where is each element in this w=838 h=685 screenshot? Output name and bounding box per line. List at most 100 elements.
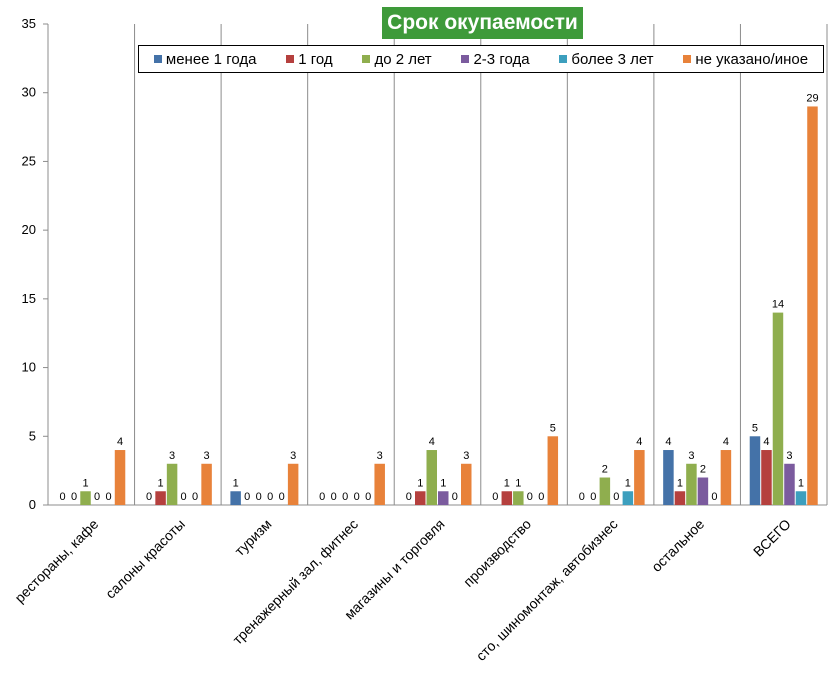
bar bbox=[80, 491, 91, 505]
data-label: 1 bbox=[504, 477, 510, 489]
data-label: 0 bbox=[181, 491, 187, 503]
y-tick-label: 0 bbox=[29, 497, 36, 512]
data-label: 1 bbox=[417, 477, 423, 489]
data-label: 3 bbox=[290, 450, 296, 462]
data-label: 0 bbox=[365, 491, 371, 503]
legend-item: 1 год bbox=[286, 50, 333, 68]
y-tick-label: 10 bbox=[22, 360, 36, 375]
data-label: 3 bbox=[377, 450, 383, 462]
bar bbox=[761, 450, 772, 505]
data-label: 0 bbox=[59, 491, 65, 503]
bar bbox=[287, 463, 299, 505]
y-tick-labels: 0 5 10 15 20 25 30 35 bbox=[22, 16, 36, 512]
bar bbox=[784, 463, 795, 505]
y-tick-label: 5 bbox=[29, 428, 36, 443]
data-label: 3 bbox=[786, 450, 792, 462]
bars bbox=[80, 106, 818, 505]
data-label: 2 bbox=[700, 464, 706, 476]
y-tick-label: 30 bbox=[22, 85, 36, 100]
data-label: 0 bbox=[244, 491, 250, 503]
data-label: 4 bbox=[763, 436, 769, 448]
category-label: производство bbox=[460, 516, 534, 590]
bar bbox=[374, 463, 385, 505]
bar bbox=[426, 450, 437, 505]
bar bbox=[686, 463, 697, 505]
data-label: 0 bbox=[94, 491, 100, 503]
data-label: 0 bbox=[146, 491, 152, 503]
data-label: 2 bbox=[602, 464, 608, 476]
data-label: 0 bbox=[406, 491, 412, 503]
bar bbox=[155, 491, 166, 505]
y-tick-label: 25 bbox=[22, 153, 36, 168]
bar bbox=[663, 450, 674, 505]
category-label: ВСЕГО bbox=[750, 516, 794, 560]
category-label: сто, шиномонтаж, автобизнес bbox=[473, 516, 621, 664]
legend-label: до 2 лет bbox=[374, 50, 432, 68]
data-label: 0 bbox=[331, 491, 337, 503]
legend: менее 1 года 1 год до 2 лет 2-3 года более 3… bbox=[138, 45, 824, 73]
legend-label: 1 год bbox=[298, 50, 333, 68]
data-label: 1 bbox=[233, 477, 239, 489]
data-label: 0 bbox=[452, 491, 458, 503]
bar bbox=[807, 106, 818, 505]
legend-item: более 3 лет bbox=[559, 50, 654, 68]
data-label: 1 bbox=[625, 477, 631, 489]
category-label: остальное bbox=[648, 516, 707, 575]
data-label: 0 bbox=[590, 491, 596, 503]
bar bbox=[438, 491, 449, 505]
category-label: рестораны, кафе bbox=[11, 516, 101, 606]
category-label: салоны красоты bbox=[102, 516, 188, 602]
legend-item: менее 1 года bbox=[153, 50, 257, 68]
bar bbox=[634, 450, 645, 505]
bar bbox=[547, 436, 559, 505]
legend-swatch bbox=[461, 55, 470, 63]
data-label: 4 bbox=[723, 436, 729, 448]
data-label: 3 bbox=[204, 450, 210, 462]
data-label: 0 bbox=[492, 491, 498, 503]
bar bbox=[599, 477, 611, 505]
bar bbox=[114, 450, 126, 505]
data-label: 14 bbox=[772, 299, 784, 311]
y-tick-label: 15 bbox=[22, 291, 36, 306]
bar bbox=[697, 477, 709, 505]
legend-swatch bbox=[362, 55, 371, 63]
data-label: 0 bbox=[319, 491, 325, 503]
legend-item: не указано/иное bbox=[683, 51, 808, 68]
legend-swatch bbox=[153, 55, 162, 63]
bar bbox=[513, 491, 524, 505]
legend-label: менее 1 года bbox=[165, 50, 257, 68]
y-tick-label: 35 bbox=[22, 16, 36, 31]
data-label: 0 bbox=[354, 491, 360, 503]
data-label: 0 bbox=[105, 491, 111, 503]
data-label: 0 bbox=[538, 491, 544, 503]
legend-item: до 2 лет bbox=[362, 50, 432, 68]
data-label: 1 bbox=[677, 477, 683, 489]
bar bbox=[230, 491, 241, 505]
data-label: 3 bbox=[169, 450, 175, 462]
category-labels: рестораны, кафе салоны красоты туризмтрена… bbox=[11, 516, 794, 664]
legend-label: более 3 лет bbox=[571, 50, 654, 68]
legend-swatch bbox=[286, 55, 295, 63]
axes bbox=[43, 23, 827, 506]
bar bbox=[772, 312, 784, 505]
category-label: туризм bbox=[231, 516, 274, 559]
data-label: 1 bbox=[515, 477, 521, 489]
data-label: 0 bbox=[256, 491, 262, 503]
category-label: магазины и торговля bbox=[341, 516, 448, 623]
data-label: 1 bbox=[82, 477, 88, 489]
bar bbox=[461, 463, 472, 505]
data-label: 0 bbox=[267, 491, 273, 503]
data-label: 0 bbox=[613, 491, 619, 503]
legend-item: 2-3 года bbox=[461, 50, 530, 68]
data-label: 3 bbox=[688, 450, 694, 462]
data-label: 1 bbox=[440, 477, 446, 489]
bar bbox=[501, 491, 513, 505]
bar bbox=[201, 463, 212, 505]
legend-label: 2-3 года bbox=[473, 50, 530, 68]
data-label: 0 bbox=[71, 491, 77, 503]
data-label: 4 bbox=[665, 436, 671, 448]
data-label: 1 bbox=[798, 477, 804, 489]
data-label: 5 bbox=[752, 422, 758, 434]
